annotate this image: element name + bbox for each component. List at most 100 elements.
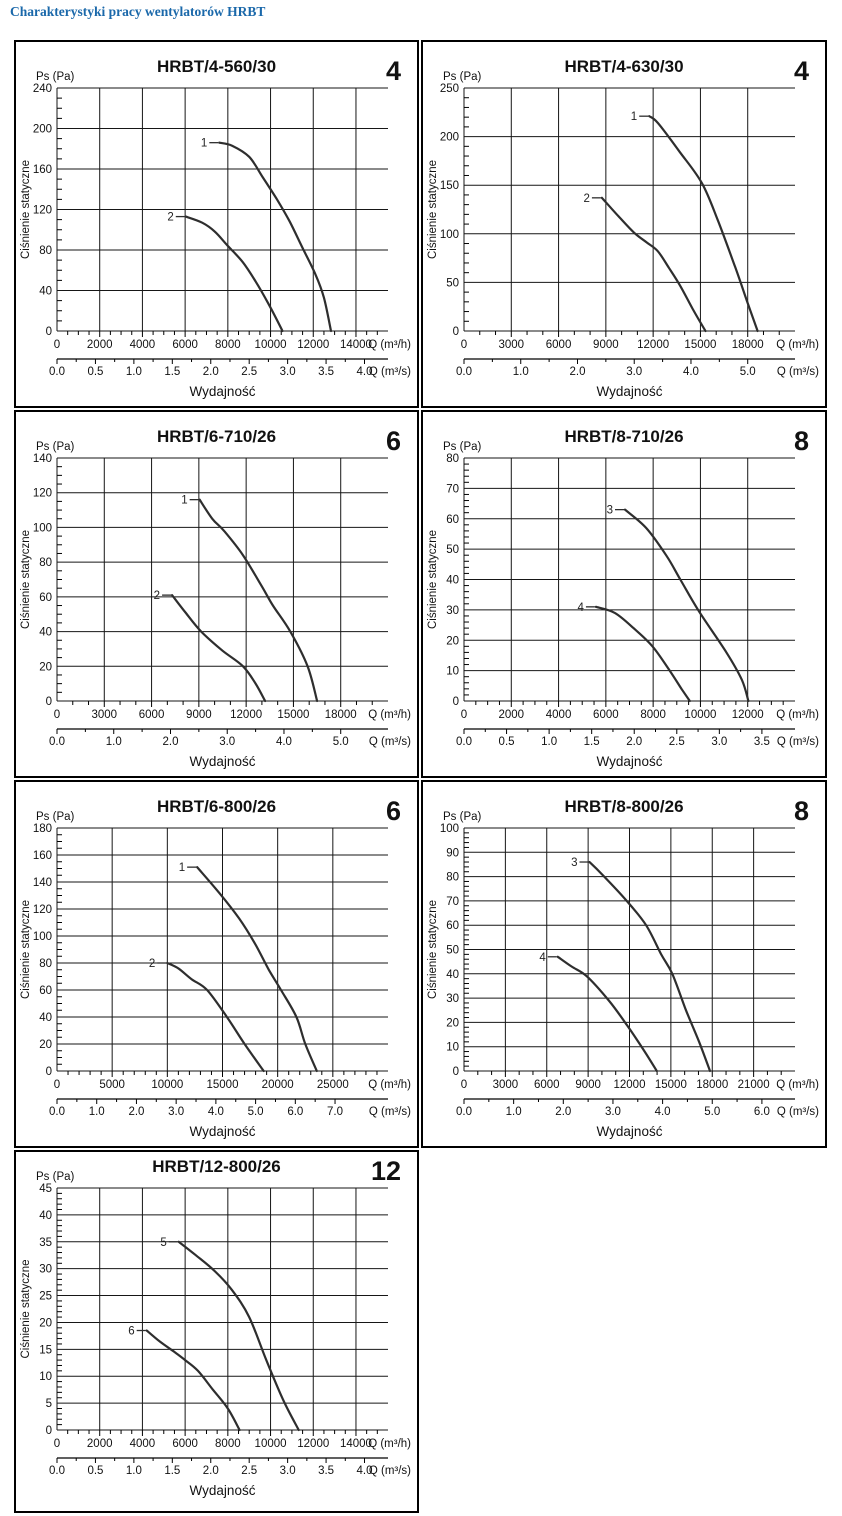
s-tick-label: 1.5: [164, 366, 180, 378]
y-tick-label: 5: [46, 1398, 52, 1410]
s-tick-label: 2.0: [203, 1465, 219, 1477]
x-unit-hour-label: Q (m³/h): [368, 709, 411, 721]
s-tick-label: 1.0: [126, 366, 142, 378]
y-tick-label: 35: [39, 1237, 52, 1249]
y-tick-label: 0: [453, 1066, 459, 1078]
curve-6: [145, 1329, 241, 1432]
x-tick-label: 6000: [139, 709, 165, 721]
chart-svg: HRBT/12-800/26 12 Ps (Pa) 0 5 10 15 20 25 30 35 40 4…: [20, 1156, 411, 1498]
s-tick-label: 3.5: [754, 736, 770, 748]
curve-3: [623, 508, 750, 703]
y-axis-label: Ciśnienie statyczne: [427, 530, 439, 629]
y-tick-label: 80: [39, 557, 52, 569]
x-tick-label: 4000: [130, 1438, 156, 1450]
y-tick-label: 60: [446, 514, 459, 526]
s-tick-label: 2.0: [203, 366, 219, 378]
x-axis-label: Wydajność: [190, 754, 256, 769]
y-tick-label: 40: [39, 627, 52, 639]
y-tick-label: 20: [446, 635, 459, 647]
chart-panel: HRBT/6-800/26 6 Ps (Pa) 0 20 40 60 80 100 120 140 1…: [14, 780, 419, 1148]
chart-title: HRBT/12-800/26: [152, 1157, 281, 1176]
x-tick-label: 6000: [534, 1079, 560, 1091]
y-tick-label: 0: [453, 696, 459, 708]
y-axis-label: Ciśnienie statyczne: [20, 900, 32, 999]
chart-pole-badge: 12: [371, 1156, 401, 1186]
chart-panel: HRBT/4-560/30 4 Ps (Pa) 0 40 80 120 160 200 240 Ci…: [14, 40, 419, 408]
y-tick-label: 20: [446, 1017, 459, 1029]
s-tick-label: 2.5: [241, 1465, 257, 1477]
curve-label: 1: [631, 111, 637, 123]
x-tick-label: 4000: [546, 709, 572, 721]
x-tick-label: 25000: [317, 1079, 349, 1091]
x-tick-label: 15000: [207, 1079, 239, 1091]
s-tick-label: 4.0: [655, 1106, 671, 1118]
curve-label: 2: [149, 958, 155, 970]
s-tick-label: 3.5: [318, 1465, 334, 1477]
y-tick-label: 250: [440, 83, 459, 95]
y-tick-label: 140: [33, 453, 52, 465]
x-tick-label: 12000: [297, 1438, 329, 1450]
y-unit-label: Ps (Pa): [443, 811, 482, 823]
s-tick-label: 4.0: [276, 736, 292, 748]
s-tick-label: 2.0: [555, 1106, 571, 1118]
x-axis-label: Wydajność: [597, 754, 663, 769]
x-unit-hour-label: Q (m³/h): [776, 339, 819, 351]
y-tick-label: 0: [46, 1425, 52, 1437]
chart-title: HRBT/6-710/26: [157, 427, 276, 446]
y-tick-label: 30: [39, 1264, 52, 1276]
chart-title: HRBT/6-800/26: [157, 797, 276, 816]
s-tick-label: 4.0: [357, 1465, 373, 1477]
x-tick-label: 6000: [593, 709, 619, 721]
y-tick-label: 0: [46, 326, 52, 338]
x-tick-label: 2000: [498, 709, 524, 721]
x-unit-hour-label: Q (m³/h): [368, 1079, 411, 1091]
x-unit-second-label: Q (m³/s): [777, 1106, 819, 1118]
y-unit-label: Ps (Pa): [36, 71, 75, 83]
x-unit-hour-label: Q (m³/h): [368, 1438, 411, 1450]
curve-5: [177, 1240, 300, 1432]
x-tick-label: 8000: [640, 709, 666, 721]
y-unit-label: Ps (Pa): [443, 71, 482, 83]
s-tick-label: 2.0: [162, 736, 178, 748]
x-tick-label: 0: [461, 709, 467, 721]
x-tick-label: 3000: [91, 709, 117, 721]
x-tick-label: 0: [54, 1438, 60, 1450]
y-tick-label: 0: [453, 326, 459, 338]
x-tick-label: 9000: [186, 709, 212, 721]
s-tick-label: 1.0: [89, 1106, 105, 1118]
chart-pole-badge: 6: [386, 426, 401, 456]
y-tick-label: 200: [33, 124, 52, 136]
page-title: Charakterystyki pracy wentylatorów HRBT: [10, 4, 266, 19]
x-tick-label: 0: [54, 1079, 60, 1091]
s-tick-label: 0.0: [456, 1106, 472, 1118]
y-tick-label: 50: [446, 544, 459, 556]
curve-label: 6: [128, 1326, 134, 1338]
x-tick-label: 18000: [732, 339, 764, 351]
y-tick-label: 70: [446, 896, 459, 908]
y-tick-label: 160: [33, 164, 52, 176]
curve-3: [588, 860, 712, 1073]
x-tick-label: 20000: [262, 1079, 294, 1091]
curve-label: 1: [201, 138, 207, 150]
s-tick-label: 4.0: [357, 366, 373, 378]
chart-title: HRBT/8-800/26: [564, 797, 683, 816]
s-tick-label: 3.0: [280, 366, 296, 378]
s-tick-label: 0.0: [456, 366, 472, 378]
x-tick-label: 4000: [130, 339, 156, 351]
x-tick-label: 12000: [230, 709, 262, 721]
curve-label: 1: [181, 495, 187, 507]
x-unit-second-label: Q (m³/s): [369, 1465, 411, 1477]
y-tick-label: 120: [33, 488, 52, 500]
y-tick-label: 70: [446, 483, 459, 495]
chart-svg: HRBT/6-800/26 6Ps (Pa)0204060801001201401…: [20, 796, 411, 1139]
y-tick-label: 80: [39, 958, 52, 970]
curve-label: 5: [160, 1237, 166, 1249]
y-tick-label: 40: [39, 1210, 52, 1222]
s-tick-label: 1.0: [541, 736, 557, 748]
y-tick-label: 45: [39, 1183, 52, 1195]
y-tick-label: 25: [39, 1291, 52, 1303]
x-tick-label: 12000: [297, 339, 329, 351]
y-tick-label: 50: [446, 277, 459, 289]
y-tick-label: 140: [33, 877, 52, 889]
x-tick-label: 5000: [99, 1079, 125, 1091]
